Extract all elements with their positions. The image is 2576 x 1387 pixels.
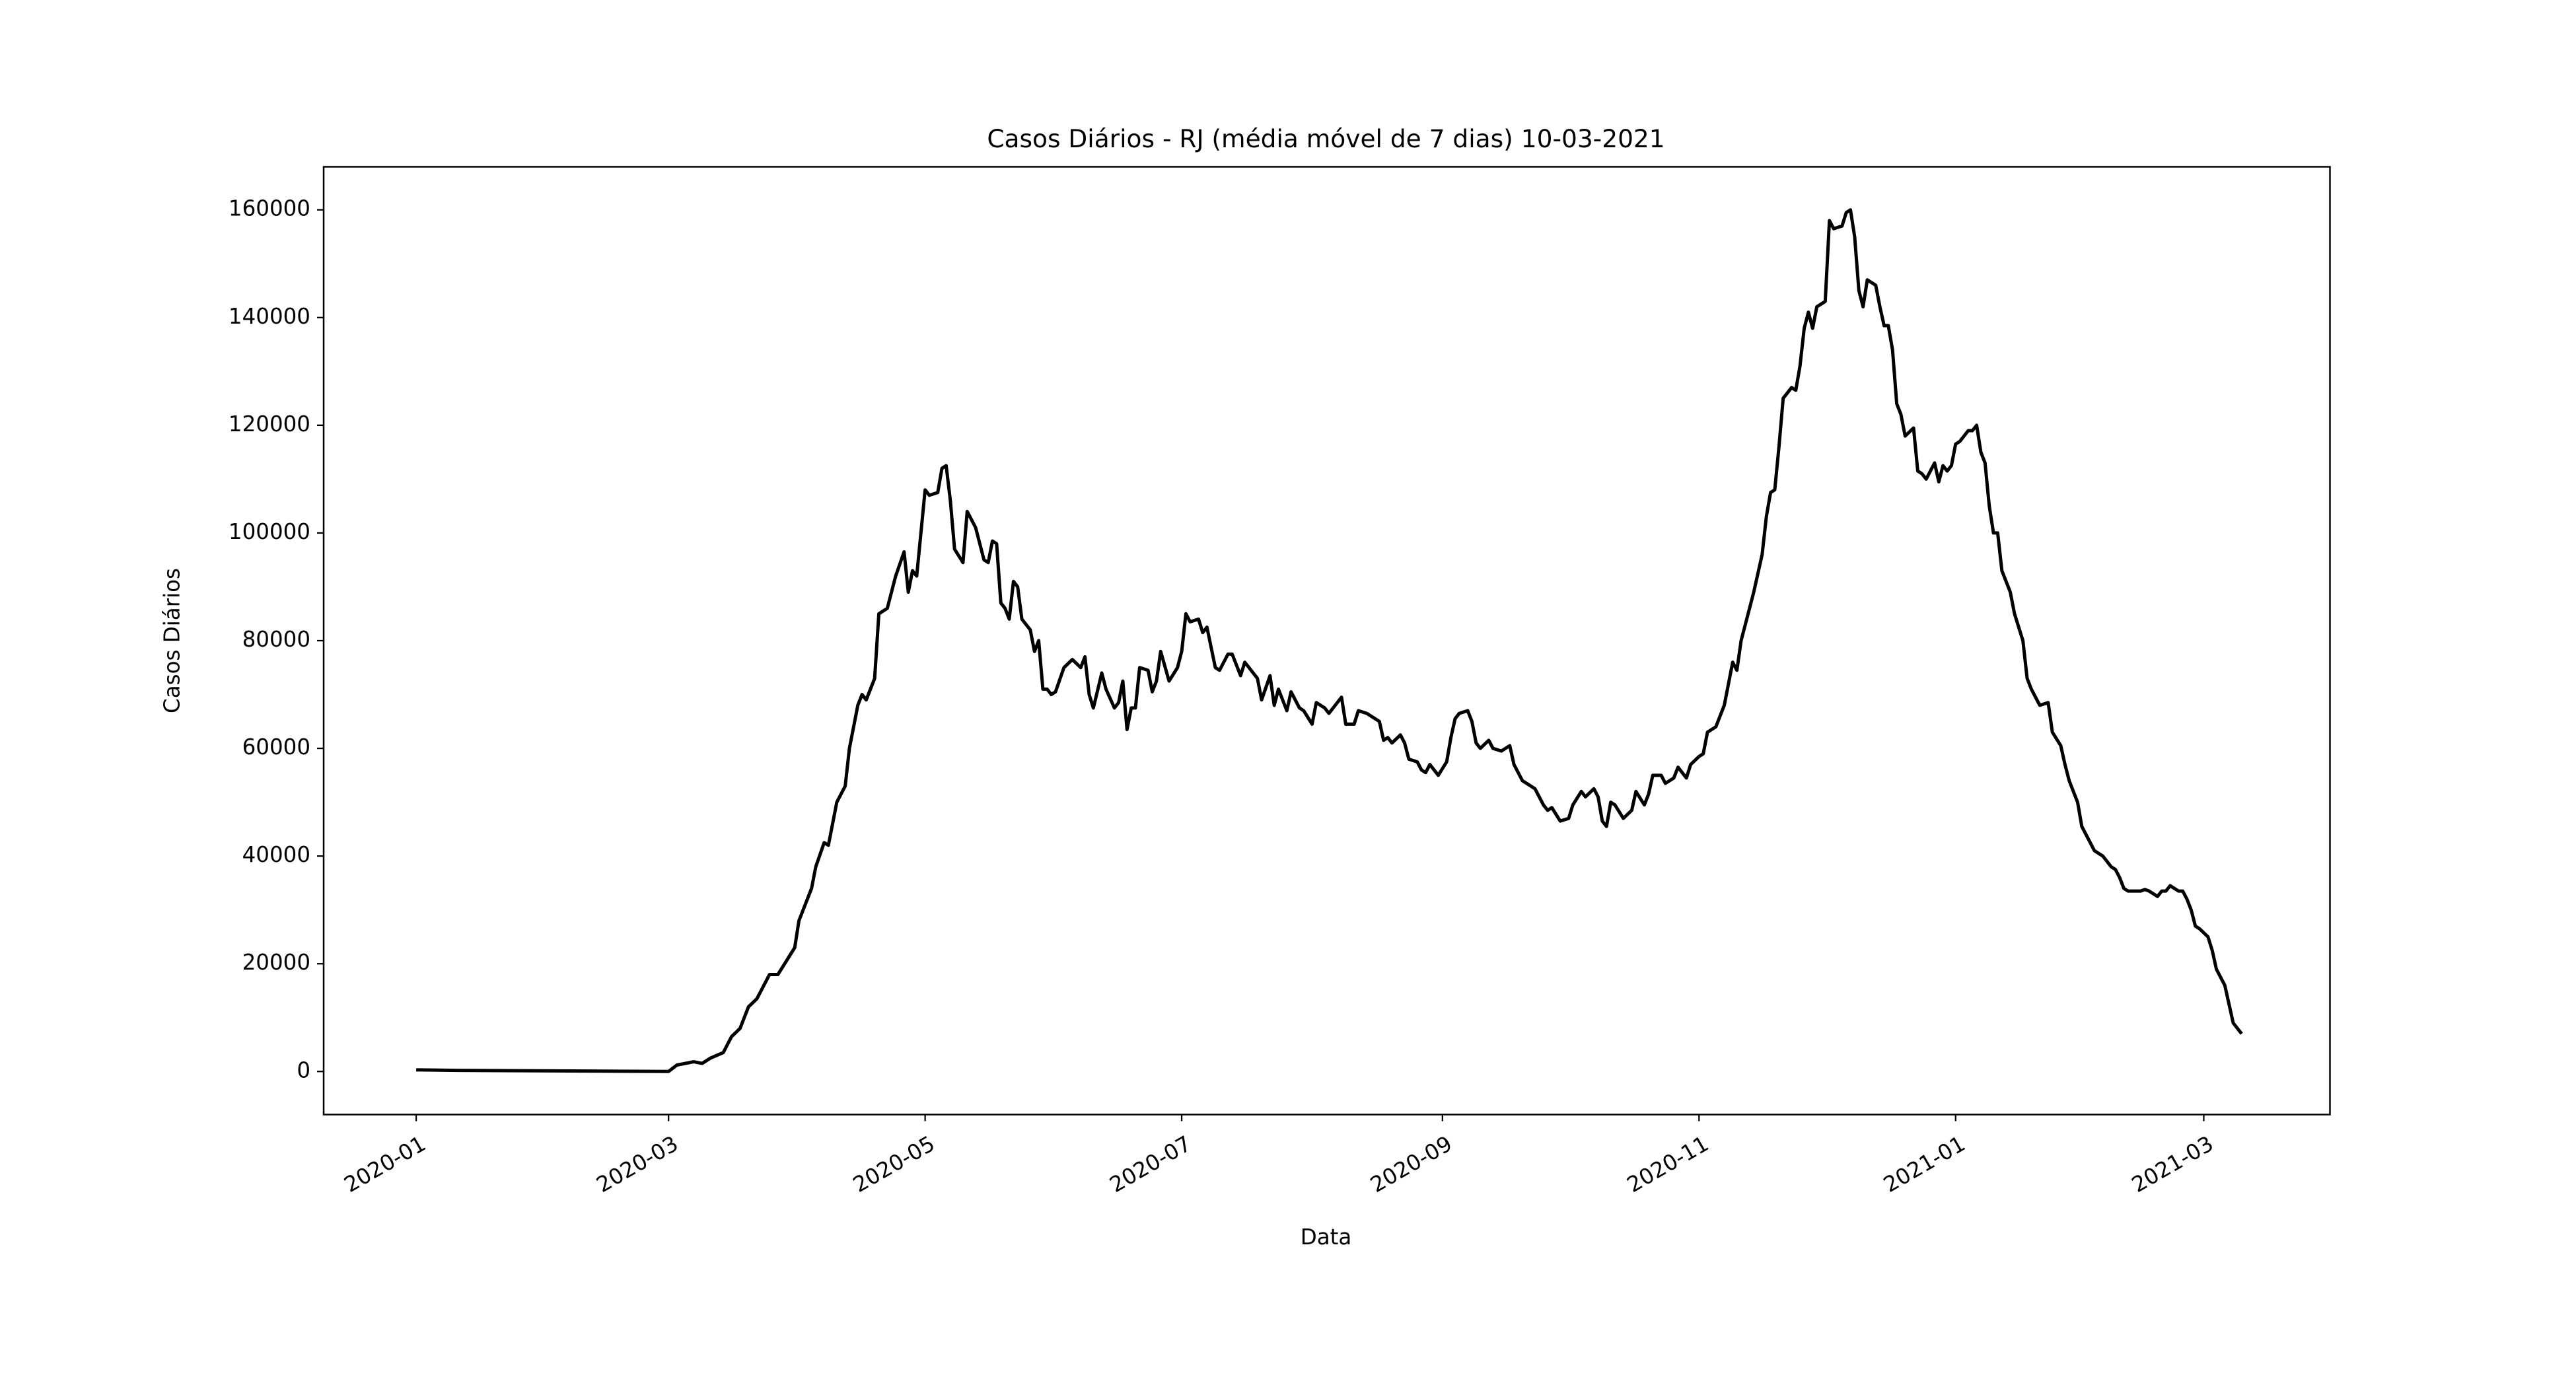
y-tick-label: 120000 — [229, 411, 310, 437]
x-tick-label: 2020-01 — [340, 1131, 430, 1197]
data-line — [416, 208, 2243, 1073]
y-axis-label: Casos Diários — [160, 568, 185, 713]
x-tick-label: 2020-03 — [592, 1131, 683, 1197]
y-tick-label: 100000 — [229, 519, 310, 544]
x-tick-label: 2020-07 — [1105, 1131, 1196, 1197]
x-tick-label: 2020-05 — [849, 1131, 939, 1197]
x-tick-label: 2021-01 — [1879, 1131, 1970, 1197]
plot-frame — [322, 166, 2331, 1116]
y-tick-label: 40000 — [242, 842, 310, 867]
y-tick-label: 60000 — [242, 734, 310, 760]
y-tick-label: 20000 — [242, 950, 310, 975]
x-tick-label: 2020-11 — [1623, 1131, 1713, 1197]
x-tick-label: 2020-09 — [1366, 1131, 1456, 1197]
x-axis-label: Data — [1301, 1225, 1352, 1250]
y-tick-label: 80000 — [242, 627, 310, 652]
x-tick-label: 2021-03 — [2128, 1131, 2218, 1197]
chart-title: Casos Diários - RJ (média móvel de 7 dia… — [987, 124, 1664, 153]
y-tick-label: 140000 — [229, 304, 310, 329]
y-tick-label: 0 — [297, 1057, 310, 1083]
y-tick-label: 160000 — [229, 196, 310, 221]
